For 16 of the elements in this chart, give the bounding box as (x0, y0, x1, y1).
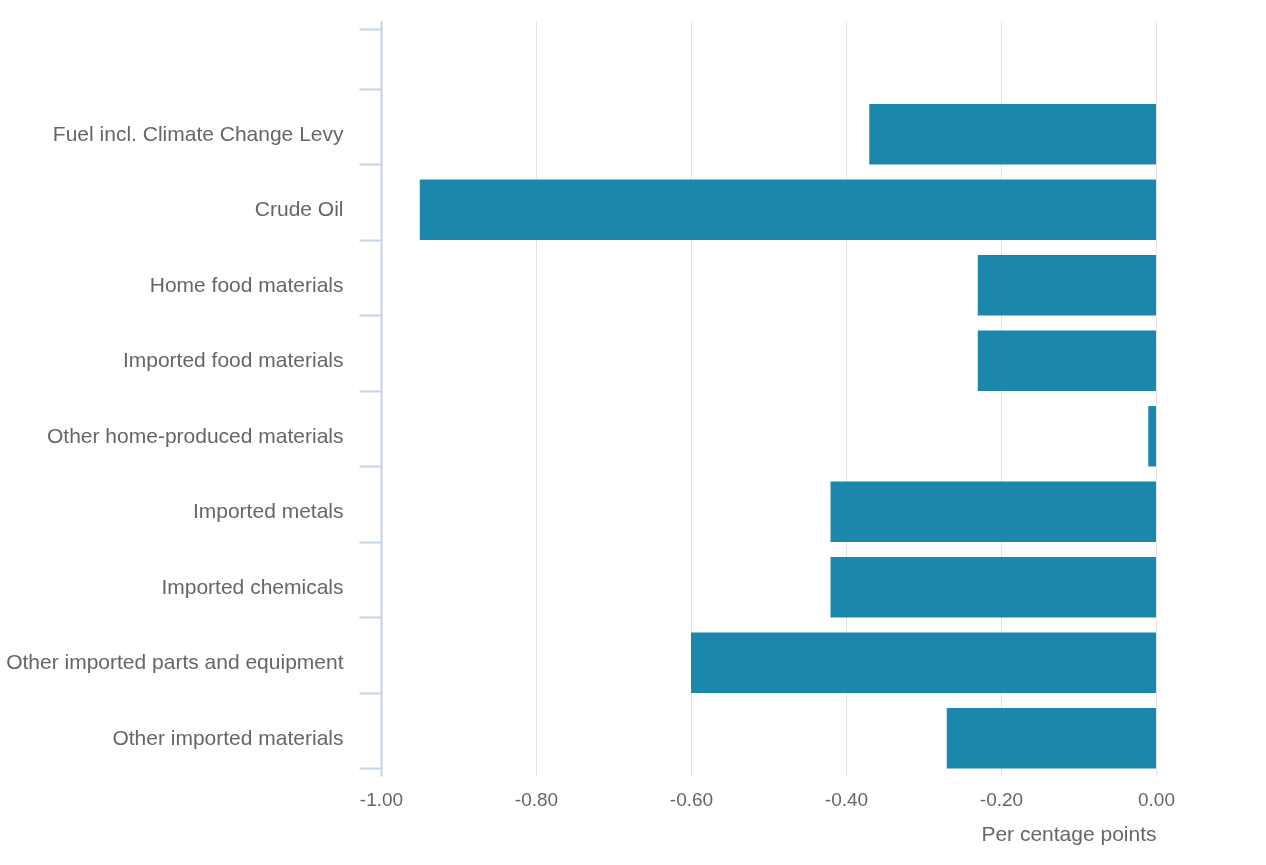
x-tick-label: -0.60 (669, 788, 714, 810)
y-tick-label: Imported metals (192, 499, 344, 523)
x-tick-label: -0.80 (514, 788, 559, 810)
y-tick-label: Crude Oil (254, 197, 344, 221)
x-tick-label: -0.20 (979, 788, 1024, 810)
y-tick-label: Home food materials (149, 272, 344, 296)
x-axis-title: Per centage points (981, 821, 1157, 845)
y-tick-label: Imported chemicals (161, 574, 344, 598)
x-tick-label: -0.40 (824, 788, 869, 810)
y-tick-label: Imported food materials (122, 348, 344, 372)
y-tick-label: Other home-produced materials (47, 423, 344, 447)
x-tick-label: 0.00 (1138, 788, 1175, 810)
y-tick-label: Other imported parts and equipment (6, 650, 344, 674)
x-tick-label: -1.00 (359, 788, 404, 810)
y-tick-label: Fuel incl. Climate Change Levy (52, 121, 344, 145)
y-tick-label: Other imported materials (112, 725, 344, 749)
